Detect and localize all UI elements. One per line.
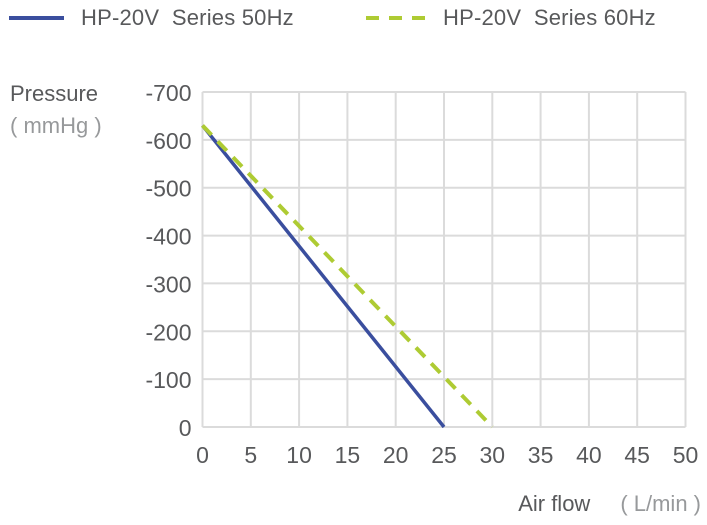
legend-item-60hz: HP-20V Series 60Hz	[366, 5, 656, 31]
x-tick-label: 20	[383, 442, 409, 468]
x-tick-label: 5	[244, 442, 257, 468]
legend-line-50hz-icon	[9, 16, 64, 20]
y-tick-label: -700	[145, 80, 191, 106]
legend-line-60hz-icon	[366, 16, 426, 20]
series-layer	[201, 124, 494, 429]
x-tick-label: 45	[624, 442, 650, 468]
x-tick-label: 10	[286, 442, 312, 468]
y-axis-unit: ( mmHg )	[10, 113, 102, 138]
legend-item-50hz: HP-20V Series 50Hz	[8, 5, 294, 31]
series-line-60hz	[201, 124, 494, 429]
y-tick-label: -300	[145, 271, 191, 297]
legend-label-60hz: HP-20V Series 60Hz	[443, 5, 656, 30]
y-tick-label: -400	[145, 224, 191, 250]
x-tick-label: 30	[480, 442, 506, 468]
x-tick-label: 50	[673, 442, 699, 468]
y-tick-label: -600	[145, 128, 191, 154]
y-axis-title: Pressure ( mmHg )	[10, 78, 102, 142]
x-tick-label: 0	[196, 442, 209, 468]
y-tick-label: -500	[145, 176, 191, 202]
x-axis-unit: ( L/min )	[620, 491, 701, 516]
x-axis-name: Air flow	[518, 491, 591, 516]
y-axis-name: Pressure	[10, 81, 99, 106]
x-tick-label: 35	[528, 442, 554, 468]
y-tick-label: -200	[145, 319, 191, 345]
x-axis-title: Air flow ( L/min )	[518, 491, 701, 517]
x-tick-label: 25	[431, 442, 457, 468]
grid-layer	[201, 91, 687, 428]
y-tick-label: 0	[179, 415, 192, 441]
legend-label-50hz: HP-20V Series 50Hz	[81, 5, 294, 30]
x-tick-label: 40	[576, 442, 602, 468]
series-line-50hz	[201, 124, 446, 429]
y-tick-label: -100	[145, 367, 191, 393]
tick-layer: 0 5 10 15 20 25 30 35 40 45 50 -700 -600 -500 -400 -300…	[145, 80, 698, 468]
x-tick-label: 15	[335, 442, 361, 468]
